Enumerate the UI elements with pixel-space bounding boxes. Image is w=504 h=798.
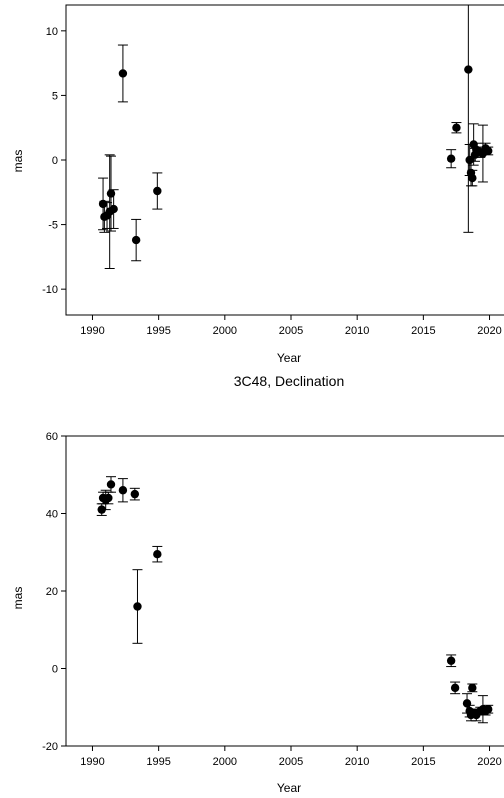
x-tick-label: 2020 — [477, 325, 501, 337]
chart-ra: 1990 1995 2000 2005 2010 2015 2020 -10 -5 0 5 10 Ye… — [11, 4, 504, 365]
data-point — [130, 489, 140, 499]
data-point — [484, 704, 493, 714]
x-tick-label: 2015 — [411, 756, 435, 768]
x-axis-label: Year — [277, 351, 301, 365]
x-tick-label: 2020 — [477, 756, 501, 768]
data-point — [484, 146, 493, 156]
x-tick-label: 2010 — [345, 325, 369, 337]
y-tick-label: 10 — [46, 26, 58, 38]
data-point — [118, 486, 128, 495]
data-point — [468, 683, 477, 693]
chart-dec: 3C48, Declination 1990 1995 2000 2005 2010 20… — [11, 373, 504, 795]
data-point — [153, 549, 162, 559]
data-marks — [96, 476, 494, 724]
data-point — [106, 189, 116, 198]
data-point — [452, 123, 461, 132]
y-tick-label: -5 — [48, 220, 58, 232]
x-tick-label: 2010 — [345, 756, 369, 768]
x-tick-label: 2000 — [213, 325, 237, 337]
x-tick-label: 1990 — [80, 756, 104, 768]
axis-ticks: 1990 1995 2000 2005 2010 2015 2020 -10 -5 0 5 10 — [42, 26, 502, 337]
x-tick-label: 1995 — [146, 325, 170, 337]
plot-frame — [65, 4, 504, 316]
data-point — [109, 204, 118, 214]
y-tick-label: 60 — [46, 431, 58, 443]
y-tick-label: 20 — [46, 586, 58, 598]
data-point — [131, 235, 141, 245]
data-point — [446, 656, 456, 665]
y-axis-label: mas — [11, 587, 25, 610]
data-point — [464, 65, 473, 74]
x-tick-label: 2015 — [411, 325, 435, 337]
data-point — [106, 480, 116, 489]
data-point — [468, 173, 477, 183]
data-point — [118, 69, 128, 78]
x-axis-label: Year — [277, 781, 301, 795]
y-tick-label: 5 — [52, 90, 58, 102]
x-tick-label: 2000 — [213, 756, 237, 768]
y-tick-label: 0 — [52, 664, 58, 676]
chart-title: 3C48, Declination — [234, 373, 345, 389]
y-tick-label: -20 — [42, 741, 58, 753]
y-tick-label: 0 — [52, 155, 58, 167]
x-tick-label: 1995 — [146, 756, 170, 768]
data-point — [133, 602, 142, 611]
plot-frame — [65, 435, 504, 747]
x-tick-label: 2005 — [279, 325, 303, 337]
data-point — [104, 493, 113, 503]
x-tick-label: 1990 — [80, 325, 104, 337]
y-tick-label: -10 — [42, 284, 58, 296]
axis-ticks: 1990 1995 2000 2005 2010 2015 2020 -20 0 20 40 60 — [42, 431, 502, 768]
data-point — [446, 154, 456, 163]
data-point — [153, 186, 162, 196]
data-marks — [98, 5, 494, 269]
y-axis-label: mas — [11, 150, 25, 173]
data-point — [450, 683, 460, 693]
y-tick-label: 40 — [46, 509, 58, 521]
x-tick-label: 2005 — [279, 756, 303, 768]
